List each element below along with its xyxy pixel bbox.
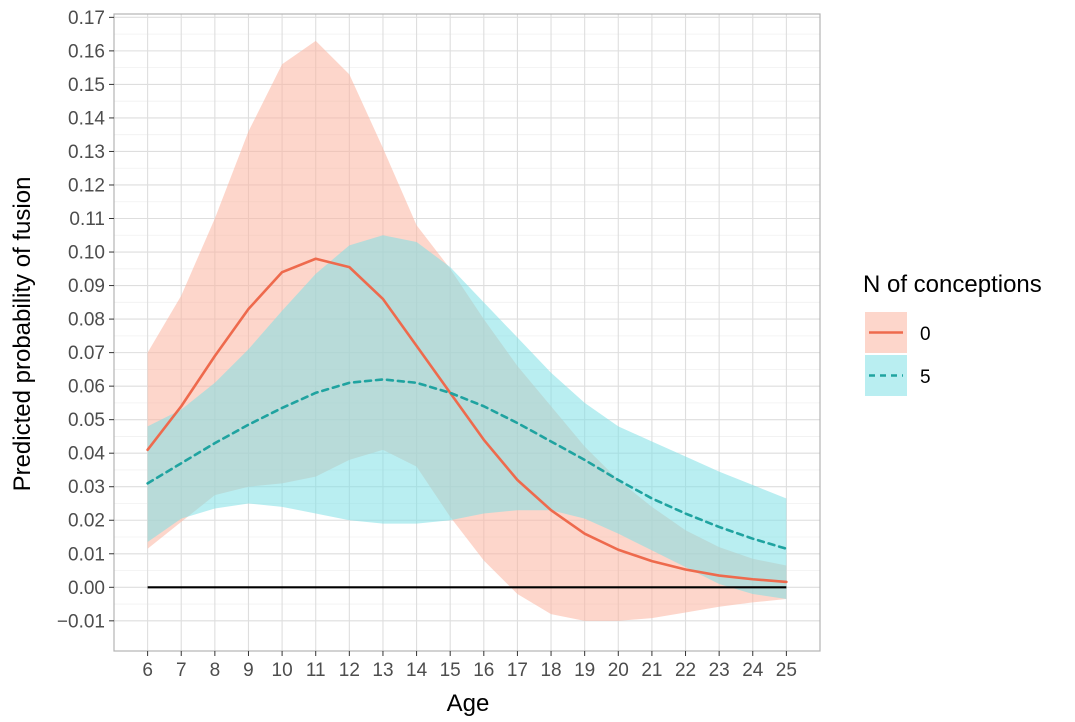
legend-keys: [865, 312, 907, 396]
y-tick-label: 0.08: [68, 310, 105, 331]
x-tick-label: 8: [210, 660, 221, 681]
x-tick-label: 12: [339, 660, 360, 681]
x-tick-label: 21: [641, 660, 662, 681]
y-tick-label: 0.12: [68, 175, 105, 196]
y-tick-label: 0.14: [68, 108, 105, 129]
y-tick-label: 0.16: [68, 41, 105, 62]
x-tick-label: 10: [272, 660, 293, 681]
y-tick-label: 0.09: [68, 276, 105, 297]
y-tick-label: 0.11: [69, 209, 105, 230]
y-tick-label: −0.01: [57, 611, 105, 632]
x-tick-label: 15: [440, 660, 461, 681]
y-tick-label: 0.06: [68, 377, 105, 398]
legend-label-0: 0: [920, 324, 931, 345]
x-tick-label: 14: [406, 660, 428, 681]
x-tick-label: 20: [608, 660, 629, 681]
x-tick-label: 17: [507, 660, 528, 681]
x-tick-label: 24: [742, 660, 764, 681]
x-tick-label: 16: [473, 660, 494, 681]
y-tick-label: 0.10: [68, 243, 105, 264]
band-layer: [147, 40, 787, 621]
x-axis-title: Age: [447, 690, 490, 717]
y-tick-label: 0.05: [68, 410, 105, 431]
y-axis-title: Predicted probability of fusion: [9, 177, 36, 492]
y-tick-labels: 0.17 0.16 0.15 0.14 0.13 0.12 0.11 0.10 0.09 0.08…: [57, 8, 114, 632]
x-tick-label: 23: [709, 660, 730, 681]
legend-title: N of conceptions: [863, 271, 1042, 298]
y-tick-label: 0.04: [68, 444, 105, 465]
y-tick-label: 0.03: [68, 477, 105, 498]
x-tick-label: 22: [675, 660, 696, 681]
legend-key-5: [865, 355, 907, 396]
y-tick-label: 0.02: [68, 511, 105, 532]
x-tick-label: 13: [372, 660, 393, 681]
y-tick-label: 0.13: [68, 142, 105, 163]
x-tick-label: 18: [540, 660, 561, 681]
line-layer: [146, 257, 788, 584]
series-line-5: [146, 378, 788, 551]
y-tick-label: 0.00: [68, 578, 105, 599]
series-line-0: [146, 257, 788, 584]
x-tick-label: 25: [776, 660, 797, 681]
legend: N of conceptions 0 5: [863, 271, 1042, 396]
x-tick-label: 9: [243, 660, 254, 681]
plot-panel-border: [113, 13, 821, 652]
y-tick-label: 0.17: [68, 8, 105, 29]
y-tick-label: 0.01: [68, 544, 105, 565]
x-tick-label: 19: [574, 660, 595, 681]
y-tick-label: 0.15: [68, 75, 105, 96]
x-tick-label: 6: [142, 660, 153, 681]
x-tick-labels: 6 7 8 9 10 11 12 13 14 15 16 17 18 19 20 21 22 23 24 25: [142, 651, 797, 681]
x-tick-label: 11: [306, 660, 326, 681]
x-tick-label: 7: [176, 660, 187, 681]
legend-key-0: [865, 312, 907, 353]
legend-label-5: 5: [920, 367, 931, 388]
y-tick-label: 0.07: [68, 343, 105, 364]
